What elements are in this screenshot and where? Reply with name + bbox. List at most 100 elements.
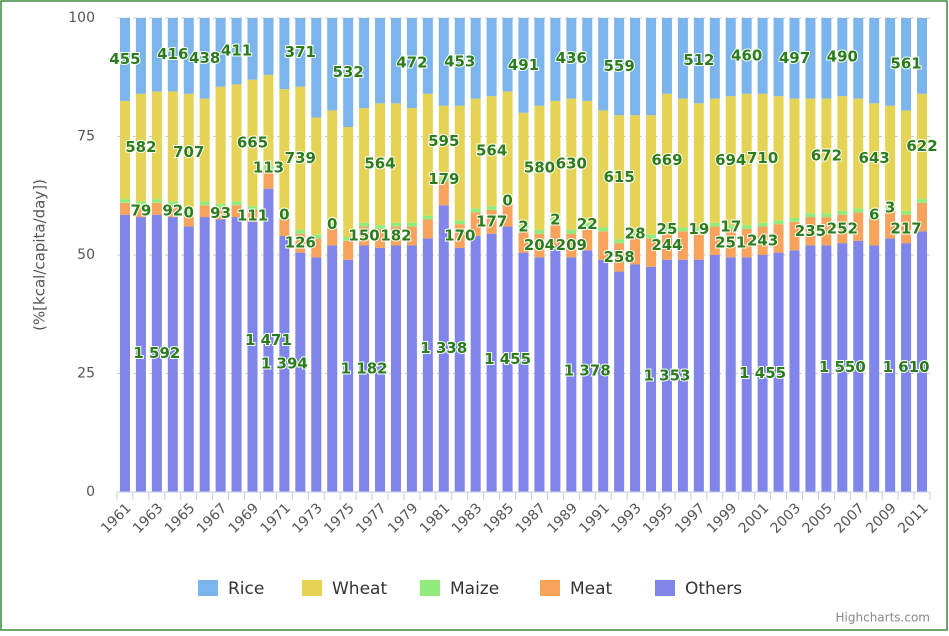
bar-segment [390, 103, 401, 223]
bar-segment [725, 18, 736, 97]
bar-segment [151, 91, 162, 200]
data-label: 177 [476, 212, 507, 230]
bar-segment [693, 227, 704, 232]
bar-segment [566, 233, 577, 258]
bar-segment [789, 250, 800, 492]
y-tick-label: 0 [86, 484, 95, 500]
legend-label[interactable]: Rice [228, 579, 264, 599]
legend-swatch[interactable] [302, 580, 322, 596]
data-label: 710 [747, 149, 778, 167]
bar-segment [773, 220, 784, 225]
bar-segment [518, 228, 529, 253]
data-label: 491 [508, 56, 539, 74]
data-label: 0 [502, 191, 512, 209]
bar-segment [167, 205, 178, 218]
bar-segment [119, 202, 130, 215]
bar-segment [518, 112, 529, 226]
bar-segment [215, 203, 226, 208]
data-label: 669 [651, 151, 682, 169]
legend-swatch[interactable] [198, 580, 218, 596]
bar-segment [311, 238, 322, 258]
bar-segment [311, 18, 322, 118]
legend-label[interactable]: Others [685, 579, 742, 599]
bar-segment [438, 181, 449, 206]
bar-segment [279, 217, 290, 237]
bar-segment [263, 165, 274, 170]
bar-segment [263, 74, 274, 166]
bar-segment [725, 257, 736, 492]
bar-segment [518, 225, 529, 229]
bar-segment [869, 245, 880, 492]
bar-segment [566, 257, 577, 492]
bar-segment [598, 231, 609, 260]
legend-swatch[interactable] [420, 580, 440, 596]
bar-segment [199, 205, 210, 218]
bar-segment [614, 18, 625, 116]
bar-segment [486, 233, 497, 493]
data-label: 694 [715, 151, 746, 169]
data-label: 455 [109, 50, 140, 68]
bar-segment [279, 236, 290, 492]
bar-segment [853, 240, 864, 492]
y-tick-label: 75 [77, 129, 95, 145]
bar-segment [550, 221, 561, 246]
bar-segment [119, 18, 130, 101]
bar-segment [311, 257, 322, 492]
bar-segment [231, 205, 242, 218]
bar-segment [375, 225, 386, 229]
bar-segment [534, 233, 545, 258]
bar-segment [885, 209, 896, 239]
data-label: 416 [157, 45, 188, 63]
legend-swatch[interactable] [540, 580, 560, 596]
data-label: 209 [556, 236, 587, 254]
bar-segment [343, 127, 354, 237]
bar-segment [917, 93, 928, 200]
bar-segment [741, 225, 752, 229]
bar-segment [375, 18, 386, 104]
bar-segment [598, 227, 609, 232]
bar-segment [215, 219, 226, 492]
bar-segment [741, 18, 752, 94]
bar-segment [199, 18, 210, 99]
data-label: 739 [285, 149, 316, 167]
bar-segment [693, 259, 704, 492]
bar-segment [534, 257, 545, 492]
data-label: 217 [890, 219, 921, 237]
bar-segment [343, 259, 354, 492]
bar-segment [183, 18, 194, 94]
bar-segment [789, 221, 800, 251]
bar-segment [295, 18, 306, 87]
bar-segment [869, 217, 880, 246]
legend-swatch[interactable] [655, 580, 675, 596]
bar-segment [869, 103, 880, 214]
y-tick-label: 50 [77, 247, 95, 263]
bar-segment [406, 245, 417, 492]
legend-label[interactable]: Meat [570, 579, 613, 599]
y-tick-label: 25 [77, 366, 95, 382]
data-label: 258 [603, 248, 634, 266]
data-label: 0 [184, 203, 194, 221]
legend-label[interactable]: Maize [450, 579, 499, 599]
bar-segment [135, 93, 146, 202]
data-label: 1 182 [341, 359, 388, 377]
bar-segment [677, 98, 688, 228]
bar-segment [534, 18, 545, 106]
bar-segment [693, 18, 704, 104]
bar-segment [343, 18, 354, 128]
bar-segment [135, 201, 146, 206]
bar-segment [901, 210, 912, 215]
bar-segment [518, 18, 529, 113]
bar-segment [390, 222, 401, 227]
bar-segment [263, 188, 274, 492]
bar-segment [789, 218, 800, 222]
data-label: 622 [906, 137, 937, 155]
bar-segment [885, 206, 896, 210]
data-label: 453 [444, 52, 475, 70]
bar-segment [486, 209, 497, 234]
data-label: 1 394 [261, 355, 308, 373]
legend-label[interactable]: Wheat [332, 579, 387, 599]
bar-segment [327, 226, 338, 246]
data-label: 460 [731, 46, 762, 64]
credits[interactable]: Highcharts.com [836, 611, 930, 625]
bar-segment [502, 226, 513, 492]
